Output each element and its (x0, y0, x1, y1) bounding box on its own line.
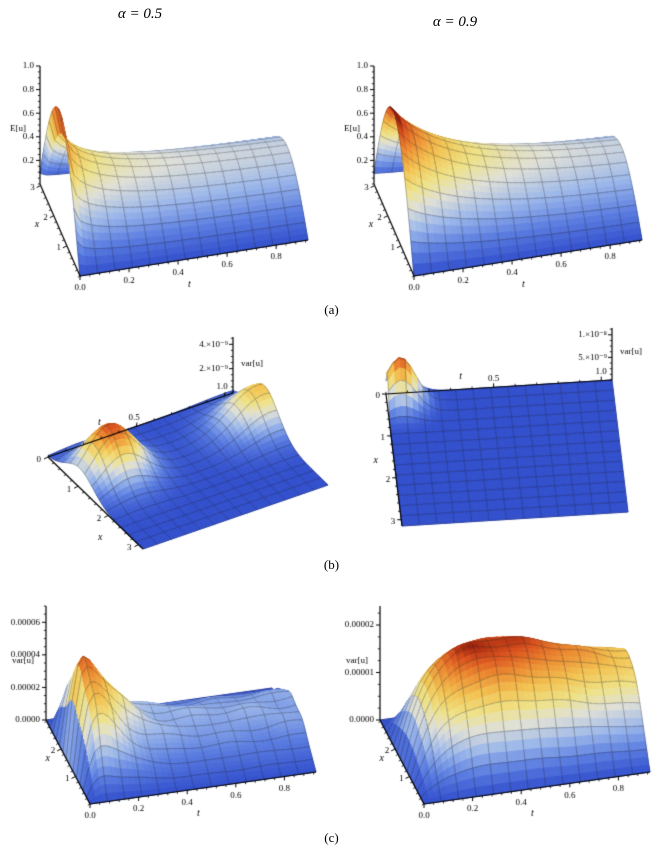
subfigure-label-c: (c) (324, 830, 339, 845)
plot-mean-alpha05-canvas (8, 38, 323, 300)
subfigure-label-b: (b) (323, 557, 340, 572)
subfigure-label-a: (a) (324, 302, 339, 317)
plot-var-mc-alpha05-canvas (8, 590, 326, 830)
plot-var-top-alpha09-canvas (352, 322, 660, 560)
plot-mean-alpha09-canvas (342, 38, 657, 300)
plot-var-top-alpha05-canvas (18, 322, 348, 560)
plot-var-mc-alpha09-canvas (342, 590, 660, 830)
column-header-alpha-09: α = 0.9 (432, 14, 478, 30)
column-header-alpha-05: α = 0.5 (117, 6, 163, 22)
